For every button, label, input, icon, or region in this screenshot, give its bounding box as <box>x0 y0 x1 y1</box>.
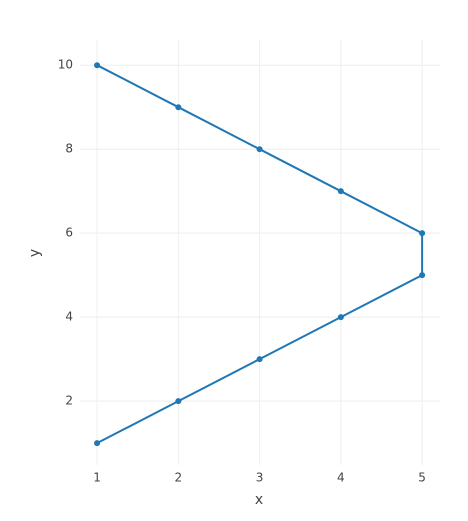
x-tick-label: 2 <box>175 471 183 485</box>
point <box>256 146 263 153</box>
point <box>419 230 426 237</box>
point <box>337 314 344 321</box>
point <box>94 440 101 447</box>
y-tick-label: 2 <box>65 394 73 408</box>
x-tick-label: 4 <box>337 471 345 485</box>
y-axis-title: y <box>27 249 43 257</box>
y-tick-label: 6 <box>65 226 73 240</box>
line <box>96 64 424 445</box>
x-tick-label: 1 <box>93 471 101 485</box>
y-tick-label: 8 <box>65 142 73 156</box>
y-tick-label: 10 <box>58 58 73 72</box>
point <box>175 398 182 405</box>
point <box>337 188 344 195</box>
x-tick-label: 5 <box>418 471 426 485</box>
y-tick-label: 4 <box>65 310 73 324</box>
point <box>94 62 101 69</box>
x-tick-label: 3 <box>256 471 264 485</box>
x-axis-title: x <box>255 492 263 508</box>
point <box>256 356 263 363</box>
point <box>419 272 426 279</box>
point <box>175 104 182 111</box>
